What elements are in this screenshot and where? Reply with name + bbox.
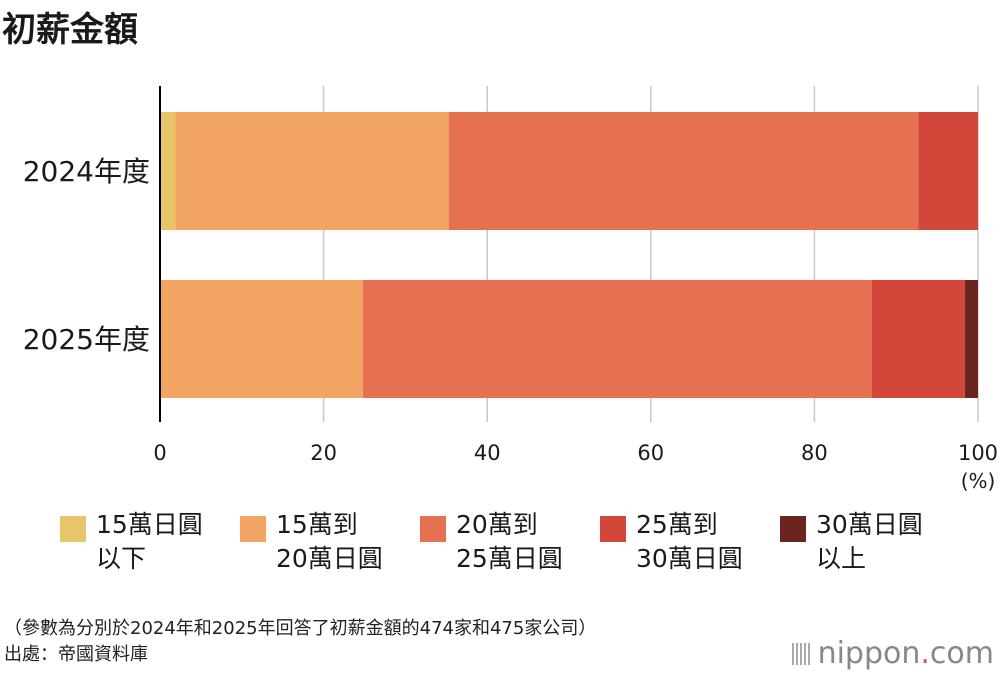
bar-0-series-1 [175, 112, 449, 230]
bar-1-series-4 [964, 280, 978, 398]
legend-swatch-4 [780, 516, 806, 542]
legend-swatch-3 [600, 516, 626, 542]
legend: 15萬日圓 以下 15萬到 20萬日圓 20萬到 25萬日圓 25萬到 30萬日圓 30… [0, 508, 1000, 588]
bar-0-series-0 [160, 112, 176, 230]
x-tick-label-80: 80 [801, 441, 828, 465]
legend-swatch-1 [240, 516, 266, 542]
stacked-bar-chart: 2024年度 2025年度 0 20 40 60 80 100 (%) [23, 86, 998, 493]
x-tick-label-0: 0 [153, 441, 166, 465]
legend-item-0: 15萬日圓 以下 [60, 508, 246, 576]
bar-1-series-1 [160, 280, 363, 398]
nippon-logo: nippon. com [791, 636, 994, 671]
bar-0-series-2 [448, 112, 919, 230]
legend-item-3: 25萬到 30萬日圓 [600, 508, 786, 576]
source-note: （參數為分別於2024年和2025年回答了初薪金額的474家和475家公司） 出… [4, 616, 596, 668]
chart-title: 初薪金額 [2, 10, 138, 50]
logo-mark-icon [791, 642, 812, 665]
legend-item-4: 30萬日圓 以上 [780, 508, 966, 576]
x-axis-unit: (%) [961, 469, 996, 493]
legend-label-3: 25萬到 30萬日圓 [636, 510, 743, 573]
legend-label-1: 15萬到 20萬日圓 [276, 510, 383, 573]
category-label-0: 2024年度 [23, 155, 150, 188]
category-labels: 2024年度 2025年度 [23, 155, 150, 356]
x-tick-label-20: 20 [310, 441, 337, 465]
legend-label-0: 15萬日圓 以下 [96, 510, 203, 573]
note-parameters: （參數為分別於2024年和2025年回答了初薪金額的474家和475家公司） [4, 618, 597, 639]
bar-1-series-2 [362, 280, 872, 398]
bar-1-series-3 [871, 280, 965, 398]
bar-0-series-3 [918, 112, 978, 230]
category-label-1: 2025年度 [23, 323, 150, 356]
note-source: 出處：帝國資料庫 [4, 644, 148, 665]
x-tick-labels: 0 20 40 60 80 100 [153, 441, 998, 465]
legend-label-4: 30萬日圓 以上 [816, 510, 923, 573]
bar-segments [160, 112, 978, 398]
x-tick-label-100: 100 [958, 441, 998, 465]
legend-item-1: 15萬到 20萬日圓 [240, 508, 426, 576]
legend-label-2: 20萬到 25萬日圓 [456, 510, 563, 573]
x-tick-label-40: 40 [474, 441, 501, 465]
x-tick-label-60: 60 [637, 441, 664, 465]
legend-item-2: 20萬到 25萬日圓 [420, 508, 606, 576]
legend-swatch-0 [60, 516, 86, 542]
legend-swatch-2 [420, 516, 446, 542]
